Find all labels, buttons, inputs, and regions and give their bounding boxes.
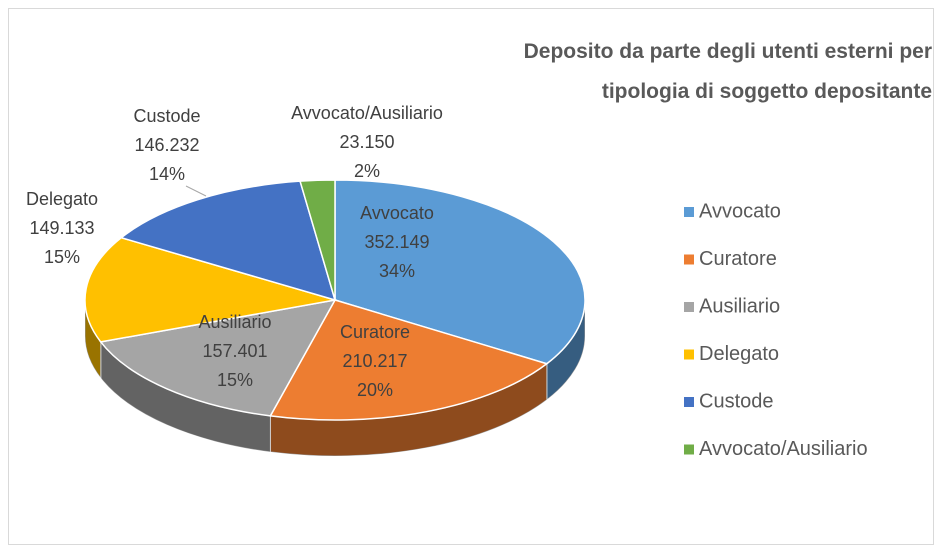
data-label-name: Custode bbox=[133, 106, 200, 126]
slice-side-shade bbox=[85, 300, 101, 378]
slice-side-shade bbox=[270, 363, 547, 456]
slice bbox=[269, 299, 549, 421]
data-label-value: 210.217 bbox=[342, 351, 407, 371]
chart-frame bbox=[8, 8, 934, 545]
legend-swatch bbox=[684, 444, 694, 455]
legend-label: Curatore bbox=[699, 248, 777, 270]
data-label-value: 352.149 bbox=[364, 232, 429, 252]
data-label-name: Delegato bbox=[26, 189, 98, 209]
legend-swatch bbox=[684, 207, 694, 217]
leader-line bbox=[185, 185, 207, 197]
data-label-value: 157.401 bbox=[202, 341, 267, 361]
legend-label: Avvocato bbox=[699, 200, 781, 222]
data-label-name: Ausiliario bbox=[198, 312, 271, 332]
data-label-value: 149.133 bbox=[29, 218, 94, 238]
slice bbox=[84, 236, 336, 343]
slice bbox=[99, 298, 337, 417]
data-label-percent: 2% bbox=[354, 161, 380, 181]
legend-label: Avvocato/Ausiliario bbox=[699, 438, 868, 460]
legend-label: Delegato bbox=[699, 343, 779, 365]
slice bbox=[119, 180, 337, 302]
data-label-percent: 15% bbox=[217, 370, 253, 390]
data-label-value: 146.232 bbox=[134, 135, 199, 155]
data-label-percent: 15% bbox=[44, 247, 80, 267]
data-label-name: Avvocato bbox=[360, 203, 434, 223]
data-label-percent: 34% bbox=[379, 261, 415, 281]
slice-side-shade bbox=[546, 300, 585, 400]
legend-swatch bbox=[684, 349, 694, 360]
legend-swatch bbox=[684, 254, 694, 265]
data-label-percent: 14% bbox=[149, 164, 185, 184]
data-label-name: Curatore bbox=[340, 322, 410, 342]
slice bbox=[299, 179, 336, 301]
legend-label: Custode bbox=[699, 390, 774, 412]
data-label-name: Avvocato/Ausiliario bbox=[291, 103, 443, 123]
legend-swatch bbox=[684, 397, 694, 407]
slice bbox=[334, 179, 586, 365]
legend-swatch bbox=[684, 302, 694, 312]
data-label-value: 23.150 bbox=[339, 132, 394, 152]
legend-label: Ausiliario bbox=[699, 295, 780, 317]
data-label-percent: 20% bbox=[357, 380, 393, 400]
chart-title: Deposito da parte degli utenti esterni p… bbox=[523, 40, 932, 103]
